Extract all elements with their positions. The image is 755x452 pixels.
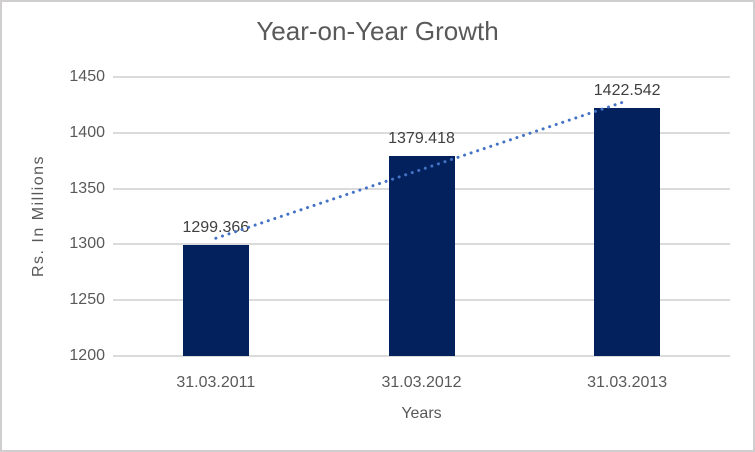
bar (182, 245, 249, 356)
x-tick-label: 31.03.2012 (381, 374, 462, 391)
x-tick-label: 31.03.2011 (176, 374, 256, 391)
gridline (113, 355, 730, 357)
bar (388, 155, 455, 356)
y-tick-label: 1250 (69, 291, 105, 309)
y-tick-label: 1200 (69, 347, 105, 364)
x-axis-title: Years (401, 405, 442, 422)
bar-data-label: 1379.418 (388, 129, 455, 147)
bar-data-label: 1422.542 (593, 81, 661, 99)
y-tick-label: 1450 (69, 68, 105, 85)
y-tick-label: 1400 (69, 123, 105, 141)
y-tick-label: 1350 (69, 179, 105, 197)
y-axis-title: Rs. In Millions (30, 154, 47, 278)
bar (594, 107, 661, 356)
x-tick-label: 31.03.2013 (587, 374, 668, 391)
y-tick-label: 1300 (69, 235, 105, 253)
bar-data-label: 1299.366 (182, 219, 250, 237)
gridline (113, 76, 730, 78)
chart-title: Year-on-Year Growth (256, 16, 499, 46)
